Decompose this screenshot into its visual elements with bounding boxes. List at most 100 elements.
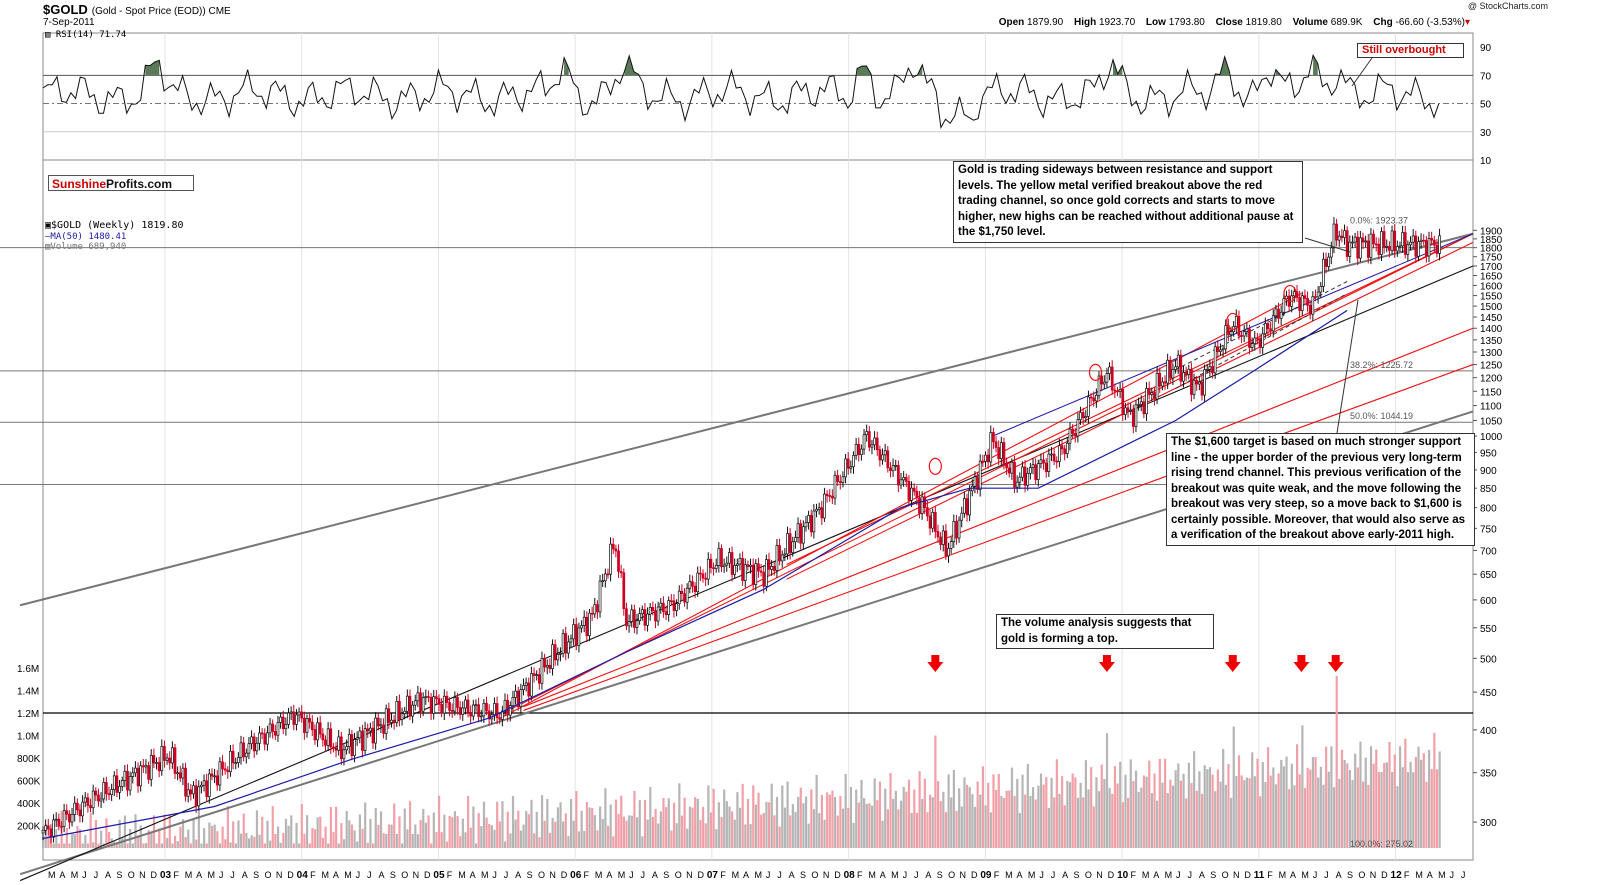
price-candle-body <box>1303 295 1307 299</box>
price-candle-body <box>574 624 578 646</box>
price-candle-body <box>516 690 520 708</box>
price-candle-body <box>273 731 277 736</box>
chart-title: $GOLD (Gold - Spot Price (EOD)) CME <box>43 2 231 17</box>
volume-bar <box>1034 799 1037 848</box>
volume-bar <box>535 811 538 848</box>
price-candle-body <box>627 621 631 627</box>
volume-bar <box>78 829 82 848</box>
price-candle-body <box>429 697 433 714</box>
volume-bar <box>649 786 652 848</box>
price-candle-body <box>1377 244 1381 255</box>
price-candle-body <box>1256 337 1259 340</box>
volume-bar <box>960 806 963 848</box>
volume-bar <box>1435 769 1439 848</box>
volume-bar <box>1325 746 1328 848</box>
price-candle-body <box>450 710 454 712</box>
x-tick-label: J <box>504 870 509 880</box>
volume-bar <box>781 785 784 848</box>
x-tick-label: F <box>1130 870 1136 880</box>
volume-bar <box>276 826 280 848</box>
volume-bar <box>834 797 837 848</box>
volume-bar <box>456 816 459 848</box>
price-candle-body <box>60 825 63 828</box>
volume-bar <box>424 822 427 848</box>
x-tick-label: M <box>208 870 216 880</box>
volume-bar <box>108 831 111 848</box>
volume-bar <box>857 802 860 848</box>
volume-bar <box>704 823 707 848</box>
price-candle-body <box>553 644 557 661</box>
price-tick-label: 1050 <box>1480 416 1503 427</box>
price-candle-body <box>894 465 898 467</box>
price-candle-body <box>141 765 145 768</box>
x-tick-label: A <box>1062 870 1068 880</box>
x-tick-label: D <box>151 870 158 880</box>
volume-bar <box>321 837 325 848</box>
volume-bar <box>744 824 747 848</box>
price-candle-body <box>1382 231 1386 248</box>
price-candle-body <box>960 512 964 521</box>
volume-bar <box>1256 758 1259 848</box>
volume-bar <box>308 843 311 848</box>
x-tick-label: S <box>937 870 943 880</box>
x-tick-label: O <box>948 870 955 880</box>
price-candle-body <box>168 757 172 764</box>
price-candle-body <box>1018 476 1022 483</box>
x-tick-label: F <box>1267 870 1273 880</box>
price-candle-body <box>1179 354 1183 382</box>
price-candle-body <box>62 810 66 827</box>
price-candle-body <box>875 437 879 451</box>
price-candle-body <box>590 612 594 615</box>
volume-bar <box>551 817 554 848</box>
volume-bar <box>1219 781 1222 848</box>
price-candle-body <box>46 825 50 830</box>
volume-bar <box>200 843 203 848</box>
volume-bar <box>604 788 607 848</box>
price-candle-body <box>258 732 261 744</box>
volume-bar <box>802 803 805 848</box>
x-tick-label: A <box>59 870 65 880</box>
x-tick-label: J <box>1461 870 1466 880</box>
volume-bar <box>1039 773 1043 848</box>
volume-bar <box>443 814 446 848</box>
x-tick-label: M <box>595 870 603 880</box>
red-channel-line <box>523 364 1474 711</box>
x-tick-label: M <box>1415 870 1423 880</box>
volume-bar <box>1409 761 1412 848</box>
volume-bar <box>638 800 641 848</box>
x-tick-label: A <box>1017 870 1023 880</box>
x-tick-label: O <box>1222 870 1229 880</box>
volume-bar <box>369 818 372 848</box>
price-candle-body <box>1131 410 1135 427</box>
volume-tick-label: 1.4M <box>17 687 39 698</box>
x-tick-label: A <box>880 870 886 880</box>
price-candle-body <box>437 698 441 705</box>
price-candle-body <box>495 703 499 718</box>
price-candle-body <box>466 699 470 713</box>
volume-bar <box>810 789 813 848</box>
volume-bar <box>981 766 985 848</box>
price-candle-body <box>775 545 779 571</box>
volume-bar <box>1296 744 1299 848</box>
highlight-circle <box>928 457 942 475</box>
price-candle-body <box>440 704 443 714</box>
credit-link[interactable]: @ StockCharts.com <box>1467 1 1548 11</box>
volume-bar <box>427 815 430 848</box>
price-candle-body <box>102 782 106 800</box>
volume-bar <box>860 779 863 848</box>
volume-bar <box>1340 749 1344 848</box>
price-candle-body <box>596 604 599 613</box>
volume-bar <box>1364 757 1367 848</box>
volume-bar <box>1343 759 1346 848</box>
ma-line <box>42 309 1348 840</box>
x-tick-label: M <box>458 870 466 880</box>
price-candle-body <box>1190 368 1193 395</box>
volume-bar <box>184 837 187 848</box>
price-candle-body <box>1195 379 1199 385</box>
volume-bar <box>799 787 802 848</box>
volume-bar <box>667 798 670 848</box>
price-candle-body <box>1095 394 1098 402</box>
volume-bar <box>1232 726 1235 848</box>
volume-tick-label: 800K <box>17 754 41 765</box>
x-tick-label: M <box>891 870 899 880</box>
